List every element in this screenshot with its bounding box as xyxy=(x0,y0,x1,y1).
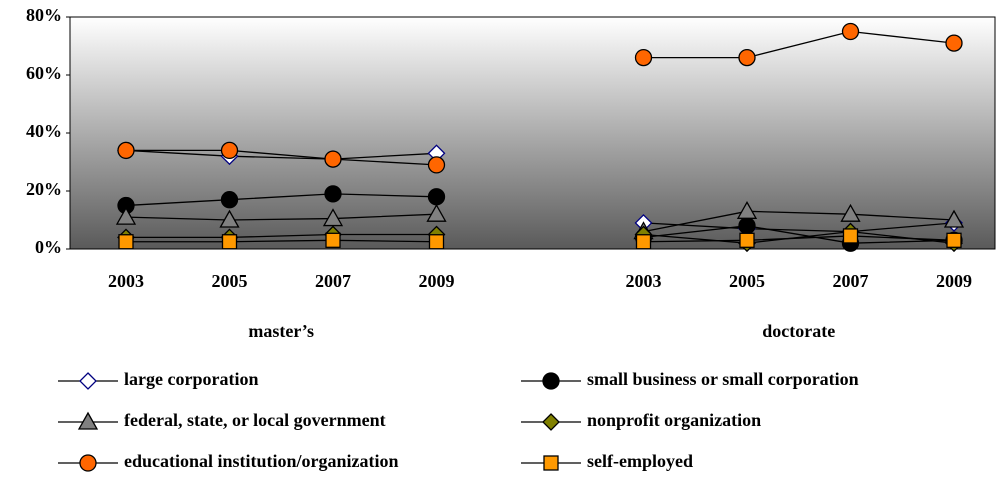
marker xyxy=(427,156,446,174)
series-line xyxy=(125,213,437,221)
y-tick-label: 60% xyxy=(26,63,62,83)
series-line xyxy=(643,210,955,233)
marker xyxy=(219,209,240,228)
legend-label: small business or small corporation xyxy=(587,369,859,389)
marker xyxy=(946,232,962,248)
y-tick-label: 80% xyxy=(26,5,62,25)
x-tick-label: 2005 xyxy=(729,271,765,291)
marker xyxy=(427,188,446,206)
legend-label: large corporation xyxy=(124,369,258,389)
marker xyxy=(118,234,134,250)
marker xyxy=(220,191,239,209)
marker xyxy=(739,232,755,248)
marker xyxy=(841,22,860,41)
x-tick-label: 2007 xyxy=(315,271,351,291)
series-line xyxy=(126,149,437,166)
series-line xyxy=(126,233,437,239)
marker xyxy=(79,454,97,472)
legend-label: self-employed xyxy=(587,451,693,471)
marker xyxy=(543,455,559,471)
series-line xyxy=(643,225,955,244)
x-tick-label: 2007 xyxy=(833,271,869,291)
series-line xyxy=(643,30,955,59)
marker xyxy=(635,234,652,250)
series-line xyxy=(126,239,437,243)
marker xyxy=(426,203,447,222)
marker xyxy=(325,232,341,248)
marker xyxy=(840,203,861,222)
marker xyxy=(77,411,99,430)
series-line xyxy=(125,149,437,160)
group-label: master’s xyxy=(248,321,314,341)
marker xyxy=(945,34,963,52)
x-tick-label: 2003 xyxy=(626,271,662,291)
legend-label: federal, state, or local government xyxy=(124,410,386,430)
marker xyxy=(79,372,97,390)
legend-label: nonprofit organization xyxy=(587,410,761,430)
marker xyxy=(542,413,560,431)
marker xyxy=(842,228,859,244)
series-line xyxy=(643,235,955,243)
x-tick-label: 2009 xyxy=(419,271,455,291)
series-line xyxy=(125,193,437,207)
marker xyxy=(738,217,756,235)
group-label: doctorate xyxy=(762,321,835,341)
marker xyxy=(542,372,560,390)
marker xyxy=(943,209,965,228)
x-tick-label: 2005 xyxy=(212,271,248,291)
marker xyxy=(322,208,344,227)
marker xyxy=(115,206,137,225)
marker xyxy=(324,150,342,168)
marker xyxy=(221,234,238,250)
x-tick-label: 2003 xyxy=(108,271,144,291)
marker xyxy=(324,185,342,203)
marker xyxy=(117,141,135,160)
marker xyxy=(220,141,239,160)
x-tick-label: 2009 xyxy=(936,271,972,291)
marker xyxy=(428,234,445,250)
legend-label: educational institution/organization xyxy=(124,451,399,471)
series-line xyxy=(643,230,955,244)
marker xyxy=(738,48,756,67)
series-line xyxy=(643,222,955,233)
plot-area xyxy=(69,16,996,250)
y-tick-label: 20% xyxy=(26,179,62,199)
marker xyxy=(736,200,758,219)
marker xyxy=(634,48,653,67)
y-tick-label: 0% xyxy=(35,237,62,257)
y-tick-label: 40% xyxy=(26,121,62,141)
